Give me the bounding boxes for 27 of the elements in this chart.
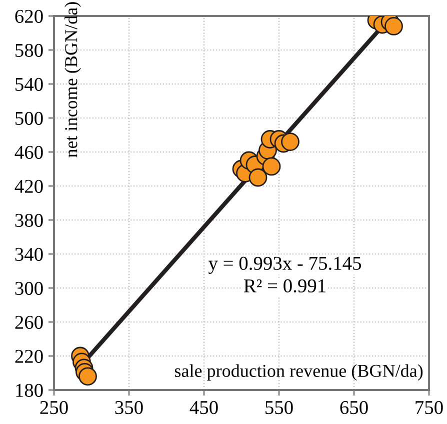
y-tick-label: 580 <box>16 44 43 57</box>
x-tick-label: 450 <box>190 400 218 414</box>
y-tick-label: 380 <box>15 214 43 227</box>
x-tick-label: 350 <box>115 400 143 414</box>
point <box>262 157 281 176</box>
y-tick-label: 500 <box>16 112 43 125</box>
x-tick-label: 250 <box>40 400 68 414</box>
annotation: R² = 0.991 <box>244 279 326 292</box>
point <box>78 367 97 386</box>
annotation: y = 0.993x - 75.145 <box>208 256 362 274</box>
y-tick-label: 340 <box>15 248 43 261</box>
y-tick-label: 620 <box>15 10 43 23</box>
point <box>248 168 268 187</box>
point <box>281 132 300 151</box>
y-tick-label: 460 <box>14 146 43 159</box>
y-tick-label: 420 <box>14 180 43 193</box>
point <box>384 17 403 36</box>
x-tick-label: 750 <box>416 400 443 414</box>
x-axis-title: sale production revenue (BGN/da) <box>174 364 423 381</box>
y-tick-label: 540 <box>16 78 43 91</box>
y-tick-label: 260 <box>15 316 43 329</box>
x-tick-label: 550 <box>266 400 293 414</box>
y-axis-title: net income (BGN/da) <box>64 2 81 158</box>
y-tick-label: 220 <box>15 350 43 363</box>
x-tick-label: 650 <box>340 400 368 414</box>
y-tick-label: 180 <box>16 384 43 397</box>
y-tick-label: 300 <box>15 282 43 295</box>
